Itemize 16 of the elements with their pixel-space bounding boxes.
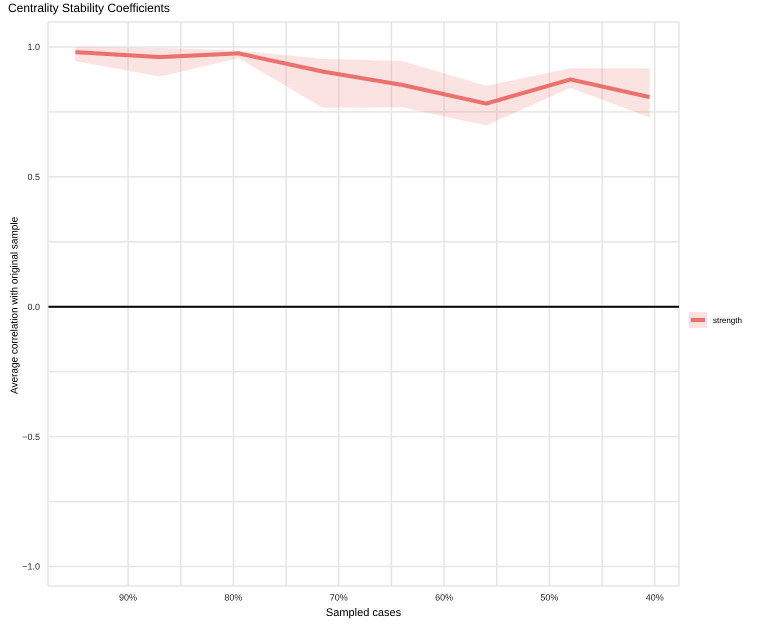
x-tick-label: 40% bbox=[646, 592, 664, 602]
y-tick-label: 0.0 bbox=[27, 302, 40, 312]
y-axis-title: Average correlation with original sample bbox=[10, 216, 21, 394]
x-tick-label: 90% bbox=[119, 592, 138, 602]
y-tick-label: −1.0 bbox=[22, 562, 40, 572]
legend-label: strength bbox=[713, 316, 742, 324]
line-series bbox=[73, 50, 652, 106]
chart-title: Centrality Stability Coefficients bbox=[8, 1, 171, 17]
x-tick-label: 70% bbox=[330, 592, 348, 602]
x-tick-label: 50% bbox=[540, 592, 558, 602]
y-tick-label: 0.5 bbox=[27, 172, 40, 182]
x-tick-label: 80% bbox=[224, 592, 242, 602]
x-tick-label: 60% bbox=[435, 592, 454, 602]
y-tick-label: −0.5 bbox=[22, 432, 40, 442]
x-axis-title: Sampled cases bbox=[326, 607, 402, 619]
y-tick-label: 1.0 bbox=[27, 42, 40, 52]
